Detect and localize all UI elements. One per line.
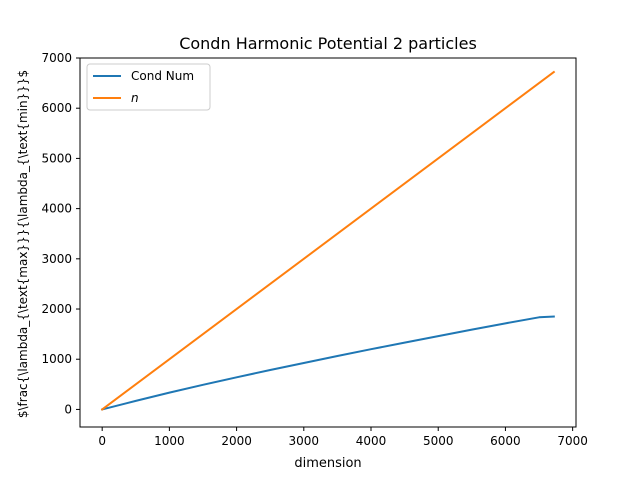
y-tick-label: 4000 [41, 202, 72, 216]
y-tick-label: 5000 [41, 151, 72, 165]
series-line-1 [100, 70, 556, 411]
y-tick-label: 2000 [41, 302, 72, 316]
x-tick-label: 1000 [154, 434, 185, 448]
x-tick-label: 7000 [557, 434, 588, 448]
x-tick-label: 5000 [423, 434, 454, 448]
legend-label-0: Cond Num [131, 69, 194, 83]
y-tick-label: 3000 [41, 252, 72, 266]
x-tick-label: 6000 [490, 434, 521, 448]
x-tick-label: 4000 [356, 434, 387, 448]
chart-title: Condn Harmonic Potential 2 particles [179, 34, 477, 53]
series-line-0 [100, 315, 555, 411]
x-tick-label: 0 [98, 434, 106, 448]
x-tick-label: 2000 [221, 434, 252, 448]
y-axis-label: $\frac{\lambda_{\text{max}}}{\lambda_{\t… [16, 70, 30, 418]
y-tick-label: 0 [64, 402, 72, 416]
y-tick-label: 7000 [41, 51, 72, 65]
legend-label-1: n [131, 91, 139, 105]
plot-area: 0 1000 2000 3000 4000 5000 6000 7000 0 1000 2000 30… [41, 51, 587, 448]
x-axis-label: dimension [294, 456, 361, 471]
axes-frame [79, 57, 577, 428]
y-tick-label: 6000 [41, 101, 72, 115]
x-tick-label: 3000 [289, 434, 320, 448]
legend: Cond Num n [86, 63, 211, 111]
y-tick-label: 1000 [41, 352, 72, 366]
